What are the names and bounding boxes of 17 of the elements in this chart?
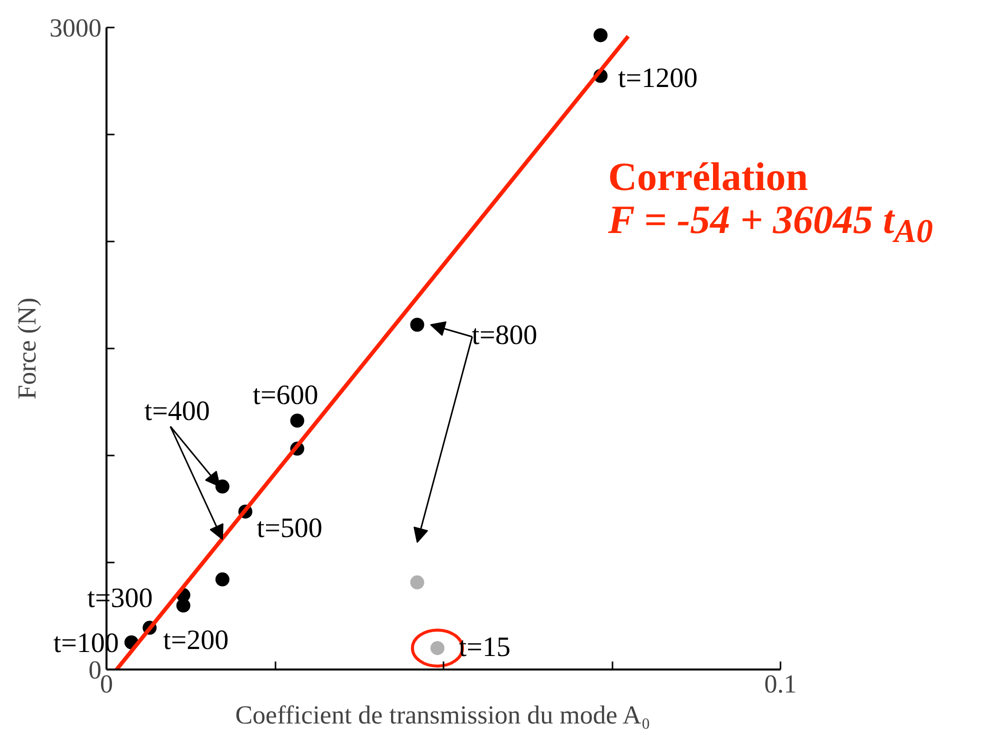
- y-axis-title: Force (N): [12, 298, 42, 400]
- point: [410, 575, 424, 590]
- annotation: t=800: [472, 320, 538, 352]
- annotation: Corrélation: [608, 154, 808, 199]
- point: [290, 414, 304, 428]
- x-axis-title: Coefficient de transmission du mode A₀: [235, 700, 650, 730]
- annotation: F = -54 + 36045 t$_{A0}$: [608, 196, 933, 250]
- point: [594, 28, 608, 42]
- annotation: t=500: [256, 513, 322, 544]
- point: [410, 318, 424, 332]
- annotation: t=600: [252, 380, 318, 412]
- x-tick-label: 0.1: [764, 670, 797, 698]
- point: [215, 572, 230, 586]
- annotation: t=400: [144, 396, 210, 427]
- annotation: t=1200: [618, 62, 698, 94]
- annotation: t=200: [163, 625, 229, 656]
- y-tick-label: 3000: [50, 14, 102, 42]
